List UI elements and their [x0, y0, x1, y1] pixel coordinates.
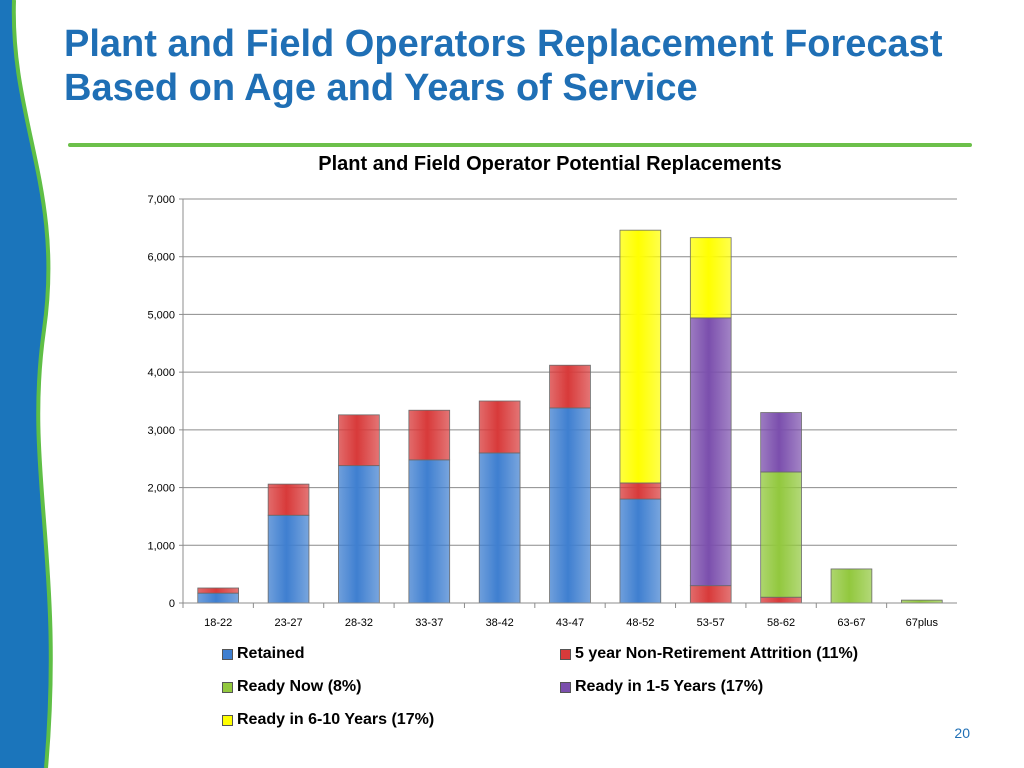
legend-swatch: [222, 714, 233, 726]
x-tick-label: 43-47: [556, 617, 584, 629]
x-tick-label: 33-37: [415, 617, 443, 629]
legend-swatch: [222, 648, 233, 660]
bar-segment: [830, 568, 873, 604]
legend-item: Ready in 6-10 Years (17%): [222, 711, 434, 729]
y-tick-label: 5,000: [147, 309, 175, 321]
legend-swatch: [222, 681, 233, 693]
legend-label: 5 year Non-Retirement Attrition (11%): [575, 645, 859, 662]
legend-item: Ready in 1-5 Years (17%): [560, 678, 763, 696]
bar-segment: [408, 409, 451, 461]
legend-swatch: [560, 648, 571, 660]
bar-segment: [267, 483, 310, 516]
bar-segment: [478, 452, 521, 604]
x-tick-label: 58-62: [767, 617, 795, 629]
bar-segment: [197, 592, 239, 604]
bar-segment: [478, 400, 521, 454]
legend-item: Retained: [222, 645, 305, 663]
y-tick-label: 7,000: [147, 194, 175, 206]
bar-segment: [267, 514, 310, 604]
bar-segment: [689, 585, 732, 604]
bar-segment: [408, 459, 451, 604]
legend-label: Ready in 1-5 Years (17%): [575, 678, 764, 695]
bar-segment: [760, 412, 802, 473]
y-tick-label: 2,000: [147, 483, 175, 495]
y-tick-label: 3,000: [147, 425, 175, 437]
bar-segment: [338, 465, 380, 604]
slide-title-line-1: Plant and Field Operators Replacement Fo…: [64, 23, 943, 65]
slide-title: Plant and Field Operators Replacement Fo…: [64, 22, 1004, 110]
y-tick-label: 0: [169, 598, 175, 610]
bar-segment: [760, 471, 802, 598]
x-tick-label: 18-22: [204, 617, 232, 629]
legend-label: Ready Now (8%): [237, 678, 362, 695]
x-tick-label: 67plus: [906, 617, 939, 629]
x-tick-label: 23-27: [274, 617, 302, 629]
bar-segment: [760, 596, 802, 604]
y-tick-label: 1,000: [147, 540, 175, 552]
chart-title: Plant and Field Operator Potential Repla…: [318, 153, 782, 175]
page-number: 20: [954, 725, 970, 741]
slide-side-decoration: [0, 0, 53, 768]
x-tick-label: 63-67: [837, 617, 865, 629]
bar-segment: [619, 229, 662, 484]
bar-segment: [619, 498, 662, 604]
y-tick-label: 6,000: [147, 252, 175, 264]
bar-segment: [689, 317, 732, 587]
bar-segment: [549, 407, 591, 604]
title-divider: [68, 143, 972, 147]
bar-segment: [549, 364, 591, 409]
legend-swatch: [560, 681, 571, 693]
bar-segment: [338, 414, 380, 467]
x-tick-label: 53-57: [697, 617, 725, 629]
x-tick-label: 28-32: [345, 617, 373, 629]
legend-item: 5 year Non-Retirement Attrition (11%): [560, 645, 858, 663]
slide-title-line-2: Based on Age and Years of Service: [64, 67, 698, 109]
y-tick-label: 4,000: [147, 367, 175, 379]
bar-segment: [197, 587, 239, 594]
legend-item: Ready Now (8%): [222, 678, 361, 696]
bar-segment: [689, 237, 732, 319]
x-tick-label: 48-52: [626, 617, 654, 629]
legend-label: Ready in 6-10 Years (17%): [237, 711, 435, 728]
x-tick-label: 38-42: [486, 617, 514, 629]
legend-label: Retained: [237, 645, 305, 662]
bar-segment: [619, 482, 662, 500]
